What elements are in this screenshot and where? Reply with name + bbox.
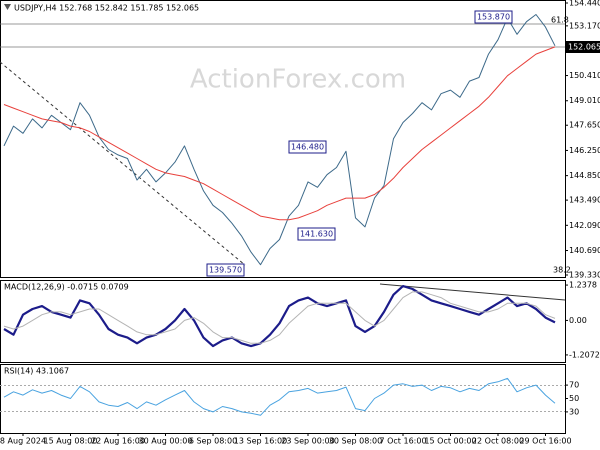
- macd-frame: [0, 280, 566, 363]
- macd-trend-line: [379, 283, 566, 301]
- series-line: [3, 377, 556, 416]
- x-tick-label: 29 Oct 16:00: [519, 437, 571, 446]
- x-tick-label: 6 Sep 08:00: [189, 437, 237, 446]
- series-line: [3, 46, 556, 221]
- fib-label: 38.2: [553, 266, 571, 275]
- last-price-box: [566, 41, 600, 53]
- x-tick-label: 8 Aug 2024: [0, 437, 46, 446]
- y-tick-label: 50: [569, 394, 579, 403]
- y-tick-label: 154.440: [569, 0, 600, 8]
- y-tick-label: 140.690: [569, 246, 600, 255]
- rsi-title: RSI(14) 43.1067: [4, 367, 69, 376]
- x-tick-label: 30 Sep 08:00: [329, 437, 382, 446]
- y-tick-label: 139.330: [569, 271, 600, 280]
- y-tick-label: 146.250: [569, 146, 600, 155]
- fib-label: 61.8: [551, 16, 569, 25]
- y-tick-label: 1.2378: [569, 281, 597, 290]
- series-line: [3, 291, 556, 344]
- trend-line: [0, 61, 246, 266]
- watermark: ActionForex.com: [190, 65, 406, 95]
- y-tick-label: 150.410: [569, 71, 600, 80]
- x-tick-label: 23 Sep 00:00: [281, 437, 334, 446]
- price-frame: [0, 0, 566, 278]
- y-tick-label: -1.2072: [569, 350, 600, 359]
- symbol-icon: [4, 4, 11, 10]
- last-price: 152.065: [568, 43, 600, 52]
- y-tick-label: 143.490: [569, 196, 600, 205]
- price-label-box: [288, 140, 327, 154]
- y-tick-label: 0.00: [569, 316, 587, 325]
- price-label-box: [206, 263, 245, 277]
- series-line: [3, 285, 556, 348]
- y-tick-label: 144.850: [569, 171, 600, 180]
- y-tick-label: 153.170: [569, 21, 600, 30]
- x-tick-label: 15 Aug 08:00: [44, 437, 98, 446]
- macd-title: MACD(12,26,9) -0.0715 0.0709: [4, 283, 129, 292]
- x-tick-label: 22 Aug 16:00: [91, 437, 145, 446]
- y-tick-label: 30: [569, 407, 579, 416]
- y-tick-label: 70: [569, 381, 579, 390]
- price-label: 146.480: [291, 143, 324, 152]
- price-label-box: [474, 10, 513, 24]
- series-line: [3, 14, 556, 266]
- price-label: 141.630: [300, 230, 333, 239]
- x-tick-label: 15 Oct 00:00: [424, 437, 476, 446]
- price-label: 139.570: [209, 266, 242, 275]
- price-label: 153.870: [477, 13, 510, 22]
- x-tick-label: 22 Oct 08:00: [472, 437, 524, 446]
- x-tick-label: 7 Oct 16:00: [379, 437, 426, 446]
- x-tick-label: 13 Sep 16:00: [234, 437, 287, 446]
- y-tick-label: 149.010: [569, 96, 600, 105]
- y-tick-label: 147.650: [569, 121, 600, 130]
- price-label-box: [297, 227, 336, 241]
- price-title: USDJPY,H4 152.768 152.842 151.785 152.06…: [14, 4, 199, 13]
- y-tick-label: 142.090: [569, 221, 600, 230]
- x-tick-label: 30 Aug 00:00: [139, 437, 193, 446]
